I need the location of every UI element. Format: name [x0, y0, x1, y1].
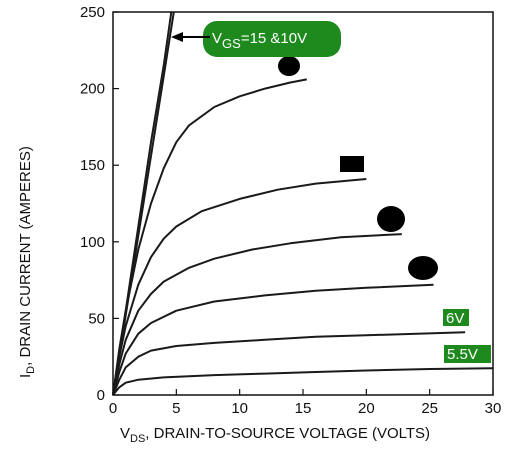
series-line-6: [112, 283, 434, 396]
curve-marker-2: [340, 156, 364, 172]
vgs-label: VGS=15 &10V: [212, 30, 307, 51]
y-axis-title: ID, DRAIN CURRENT (AMPERES): [17, 146, 37, 378]
curve-label-5-5v: 5.5V: [447, 346, 478, 363]
curves: [112, 11, 494, 396]
x-tick-label: 30: [485, 400, 502, 417]
y-tick-label: 100: [80, 234, 105, 251]
x-axis-title: VDS, DRAIN-TO-SOURCE VOLTAGE (VOLTS): [120, 425, 430, 445]
x-tick-label: 0: [109, 400, 117, 417]
x-tick-label: 20: [358, 400, 375, 417]
series-line-8: [112, 367, 494, 396]
series-line-7: [112, 331, 466, 396]
vgs-arrow-head: [171, 32, 183, 42]
vgs-annotation: VGS=15 &10V: [171, 21, 341, 57]
series-line-4: [112, 178, 367, 396]
curve-label-box-5-5v: [444, 345, 491, 363]
curve-marker-1: [278, 56, 300, 76]
curve-label-box-6v: [443, 309, 469, 326]
x-tick-label: 15: [295, 400, 312, 417]
y-tick-label: 0: [97, 387, 105, 404]
curve-marker-4: [408, 256, 438, 280]
x-tick-label: 5: [172, 400, 180, 417]
curve-label-6v: 6V: [446, 310, 464, 327]
plot-frame: [112, 11, 494, 396]
curve-marker-3: [377, 206, 405, 232]
y-tick-label: 250: [80, 4, 105, 21]
vgs-label-box: [203, 21, 341, 57]
y-tick-label: 150: [80, 157, 105, 174]
y-tick-label: 200: [80, 81, 105, 98]
series-line-5: [112, 233, 402, 396]
ticks: 0 5 10 15 20 25 30 0 50 100 150 200 250: [80, 4, 501, 417]
y-tick-label: 50: [88, 310, 105, 327]
series-line-3: [112, 78, 307, 396]
x-tick-label: 10: [231, 400, 248, 417]
x-tick-label: 25: [421, 400, 438, 417]
